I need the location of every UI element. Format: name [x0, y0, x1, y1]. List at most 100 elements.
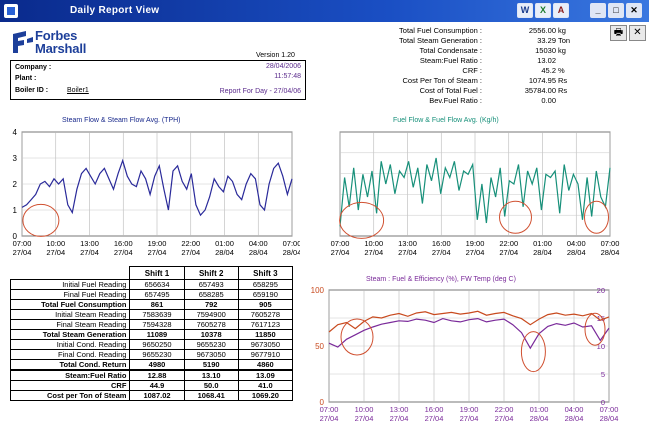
summary-key: CRF :: [462, 66, 482, 75]
summary-value: 35784.00: [524, 86, 556, 95]
cell-shift3: 4860: [237, 359, 294, 371]
x-tick-label: 28/04: [215, 248, 234, 257]
x-tick-label: 01:00: [215, 239, 234, 248]
x-tick-label: 19:00: [466, 239, 485, 248]
x-tick-label: 01:00: [530, 405, 549, 414]
x-tick-label: 07:00: [601, 239, 620, 248]
x-tick-label: 27/04: [148, 248, 167, 257]
series-line: [328, 317, 610, 350]
cell-shift1: 4980: [129, 359, 185, 371]
x-tick-label: 28/04: [600, 414, 619, 423]
x-tick-label: 27/04: [320, 414, 339, 423]
x-tick-label: 27/04: [46, 248, 65, 257]
x-tick-label: 27/04: [425, 414, 444, 423]
cell-shift2: 13.10: [183, 369, 239, 381]
title-bar: Daily Report View W X A _ □ ✕: [0, 0, 649, 22]
x-tick-label: 28/04: [601, 248, 620, 257]
summary-key: Total Fuel Consumption :: [399, 26, 482, 35]
x-tick-label: 07:00: [600, 405, 619, 414]
cell-shift2: 1068.41: [183, 390, 239, 401]
cell-shift1: 7583639: [129, 309, 185, 320]
x-tick-label: 27/04: [80, 248, 99, 257]
x-tick-label: 27/04: [13, 248, 32, 257]
word-app-button[interactable]: W: [517, 3, 533, 18]
y-tick-label: 0: [320, 398, 325, 407]
efficiency-chart: 07:0027/0410:0027/0413:0027/0416:0027/04…: [311, 286, 619, 423]
logo: Forbes Marshall: [12, 28, 104, 58]
minimize-button[interactable]: _: [590, 3, 606, 18]
print-icon[interactable]: 🖶: [610, 25, 627, 41]
x-tick-label: 28/04: [567, 248, 586, 257]
shift-table: Shift 1 Shift 2 Shift 3 Initial Fuel Rea…: [9, 266, 294, 401]
excel-app-button[interactable]: X: [535, 3, 551, 18]
cell-shift3: 9677910: [237, 349, 294, 360]
report-for-day: Report For Day - 27/04/06: [219, 88, 301, 95]
summary-row: Total Fuel Consumption : 2556.00 kg: [370, 26, 600, 35]
cell-shift1: 9650250: [129, 339, 185, 350]
table-row: Final Cond. Reading 9655230 9673050 9677910: [9, 349, 294, 360]
access-app-button[interactable]: A: [553, 3, 569, 18]
x-tick-label: 04:00: [565, 405, 584, 414]
x-tick-label: 16:00: [425, 405, 444, 414]
x-tick-label: 28/04: [283, 248, 300, 257]
summary-row: Total Condensate : 15030 kg: [370, 46, 600, 55]
row-label: Cost per Ton of Steam: [9, 390, 131, 401]
summary-unit: %: [558, 66, 565, 75]
table-row: Total Cond. Return 4980 5190 4860: [9, 359, 294, 371]
highlight-circle: [22, 203, 60, 237]
summary-value: 1074.95: [528, 76, 556, 85]
x-tick-label: 27/04: [390, 414, 409, 423]
summary-value: 0.00: [541, 96, 556, 105]
x-tick-label: 16:00: [114, 239, 133, 248]
x-tick-label: 27/04: [114, 248, 133, 257]
y-tick-label: 3: [13, 154, 18, 163]
table-row: Steam:Fuel Ratio 12.88 13.10 13.09: [9, 369, 294, 381]
summary-unit: kg: [558, 46, 566, 55]
cell-shift1: 657495: [129, 289, 185, 300]
x-tick-label: 27/04: [331, 248, 350, 257]
table-row: Total Fuel Consumption 861 792 905: [9, 299, 294, 310]
cell-shift3: 13.09: [237, 369, 294, 381]
highlight-circle: [499, 200, 532, 234]
boiler-id-value[interactable]: Boiler1: [67, 87, 89, 94]
y-right-tick-label: 5: [601, 370, 605, 379]
highlight-circle: [339, 201, 385, 239]
y-tick-label: 100: [311, 286, 325, 295]
cell-shift2: 657493: [183, 279, 239, 290]
series-line: [21, 158, 293, 217]
series-line: [339, 157, 611, 227]
summary-unit: Rs: [558, 76, 568, 85]
cell-shift2: 658285: [183, 289, 239, 300]
close-report-icon[interactable]: ✕: [629, 25, 646, 41]
highlight-circle: [340, 318, 374, 356]
cell-shift3: 11850: [237, 329, 294, 340]
row-label: Final Cond. Reading: [9, 349, 131, 360]
y-tick-label: 0: [13, 232, 18, 241]
x-tick-label: 13:00: [398, 239, 417, 248]
table-row: Initial Cond. Reading 9650250 9655230 96730…: [9, 339, 294, 350]
summary-value: 2556.00: [528, 26, 556, 35]
table-header-shift1: Shift 1: [129, 266, 185, 280]
summary-key: Total Condensate :: [419, 46, 482, 55]
cell-shift3: 1069.20: [237, 390, 294, 401]
x-tick-label: 28/04: [249, 248, 268, 257]
cell-shift2: 50.0: [183, 380, 239, 391]
summary-row: Bev.Fuel Ratio : 0.00: [370, 96, 600, 105]
summary-row: Cost Per Ton of Steam : 1074.95 Rs: [370, 76, 600, 85]
report-time: 11:57:48: [274, 73, 301, 80]
summary-unit: Rs: [558, 86, 568, 95]
x-tick-label: 07:00: [283, 239, 300, 248]
x-tick-label: 01:00: [533, 239, 552, 248]
cell-shift3: 905: [237, 299, 294, 310]
maximize-button[interactable]: □: [608, 3, 624, 18]
logo-text-line2: Marshall: [35, 41, 87, 56]
x-tick-label: 27/04: [181, 248, 200, 257]
x-tick-label: 27/04: [495, 414, 514, 423]
efficiency-chart-title: Steam : Fuel & Efficiency (%), FW Temp (…: [366, 276, 516, 283]
x-tick-label: 27/04: [466, 248, 485, 257]
x-tick-label: 28/04: [533, 248, 552, 257]
x-tick-label: 07:00: [331, 239, 350, 248]
cell-shift2: 9673050: [183, 349, 239, 360]
close-button[interactable]: ✕: [626, 3, 642, 18]
report-date: 28/04/2006: [265, 63, 301, 70]
